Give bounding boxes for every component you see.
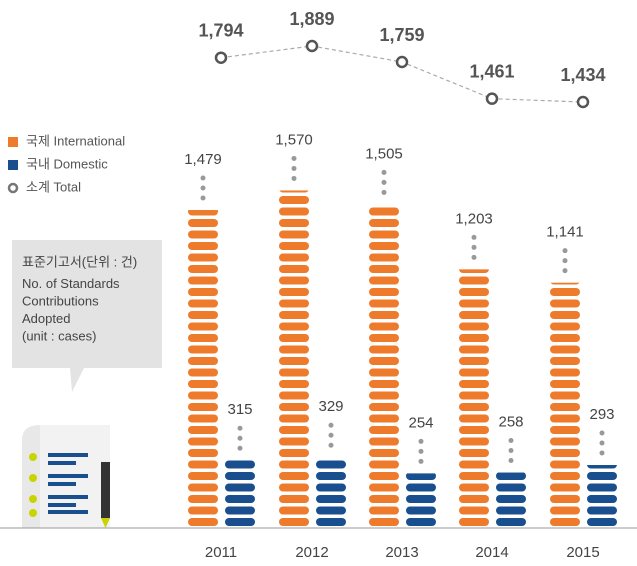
legend-label: 국제 International xyxy=(26,133,125,148)
total-point xyxy=(485,92,499,105)
dot xyxy=(508,458,514,464)
note-line: (unit : cases) xyxy=(22,328,96,343)
dot xyxy=(418,458,424,464)
legend-label: 소계 Total xyxy=(26,179,81,194)
note-line: No. of Standards xyxy=(22,276,120,291)
total-point xyxy=(305,39,319,53)
x-tick-label: 2014 xyxy=(475,544,508,561)
dot xyxy=(328,432,334,438)
dot xyxy=(237,425,243,431)
total-point xyxy=(214,51,228,64)
note-line: Adopted xyxy=(22,311,70,326)
bar xyxy=(587,465,617,528)
dot xyxy=(328,422,334,428)
legend-label: 국내 Domestic xyxy=(26,156,108,171)
total-point xyxy=(395,55,409,69)
value-label: 315 xyxy=(227,401,252,418)
note-line: Contributions xyxy=(22,293,99,308)
legend-symbol xyxy=(8,137,18,147)
bar xyxy=(459,269,489,528)
dot xyxy=(328,442,334,448)
legend-symbol xyxy=(7,182,19,194)
dot xyxy=(562,248,568,254)
value-label: 293 xyxy=(589,406,614,423)
dot xyxy=(599,430,605,436)
value-label: 329 xyxy=(318,398,343,415)
note-line: 표준기고서(단위 : 건) xyxy=(22,254,137,269)
dot xyxy=(418,448,424,454)
legend-symbol xyxy=(8,160,18,170)
bar xyxy=(369,204,399,529)
dot xyxy=(200,175,206,181)
bar xyxy=(279,190,309,528)
dot xyxy=(381,169,387,175)
x-tick-label: 2015 xyxy=(566,544,599,561)
bar xyxy=(188,210,218,528)
dot xyxy=(471,234,477,240)
value-label: 1,479 xyxy=(184,151,222,168)
value-label: 1,141 xyxy=(546,224,584,241)
dot xyxy=(599,440,605,446)
bar xyxy=(550,282,580,528)
dot xyxy=(471,254,477,260)
x-tick-label: 2011 xyxy=(205,544,237,561)
value-label: 254 xyxy=(408,414,433,431)
callout xyxy=(12,240,162,392)
x-tick-label: 2012 xyxy=(295,544,328,561)
total-label: 1,461 xyxy=(469,61,514,81)
bar xyxy=(225,460,255,528)
bar xyxy=(406,473,436,528)
total-point xyxy=(576,95,590,109)
dot xyxy=(599,450,605,456)
bar xyxy=(316,457,346,528)
value-label: 1,570 xyxy=(275,131,313,148)
x-tick-label: 2013 xyxy=(385,544,418,561)
value-label: 1,203 xyxy=(455,210,493,227)
dot xyxy=(381,179,387,185)
dot xyxy=(291,165,297,171)
value-label: 258 xyxy=(498,413,523,430)
total-label: 1,794 xyxy=(198,20,243,40)
total-label: 1,434 xyxy=(560,65,605,85)
total-label: 1,889 xyxy=(289,9,334,29)
dot xyxy=(562,268,568,274)
callout-box xyxy=(12,240,162,392)
dot xyxy=(291,155,297,161)
dot xyxy=(200,195,206,201)
dot xyxy=(237,445,243,451)
value-label: 1,505 xyxy=(365,145,403,162)
clipboard-icon xyxy=(22,425,110,528)
dot xyxy=(291,175,297,181)
dot xyxy=(508,448,514,454)
dot xyxy=(237,435,243,441)
dot xyxy=(508,438,514,444)
dot xyxy=(471,244,477,250)
bar xyxy=(496,472,526,528)
dot xyxy=(200,185,206,191)
dot xyxy=(418,438,424,444)
dot xyxy=(562,258,568,264)
total-label: 1,759 xyxy=(379,25,424,45)
total-line xyxy=(220,45,584,103)
dot xyxy=(381,189,387,195)
